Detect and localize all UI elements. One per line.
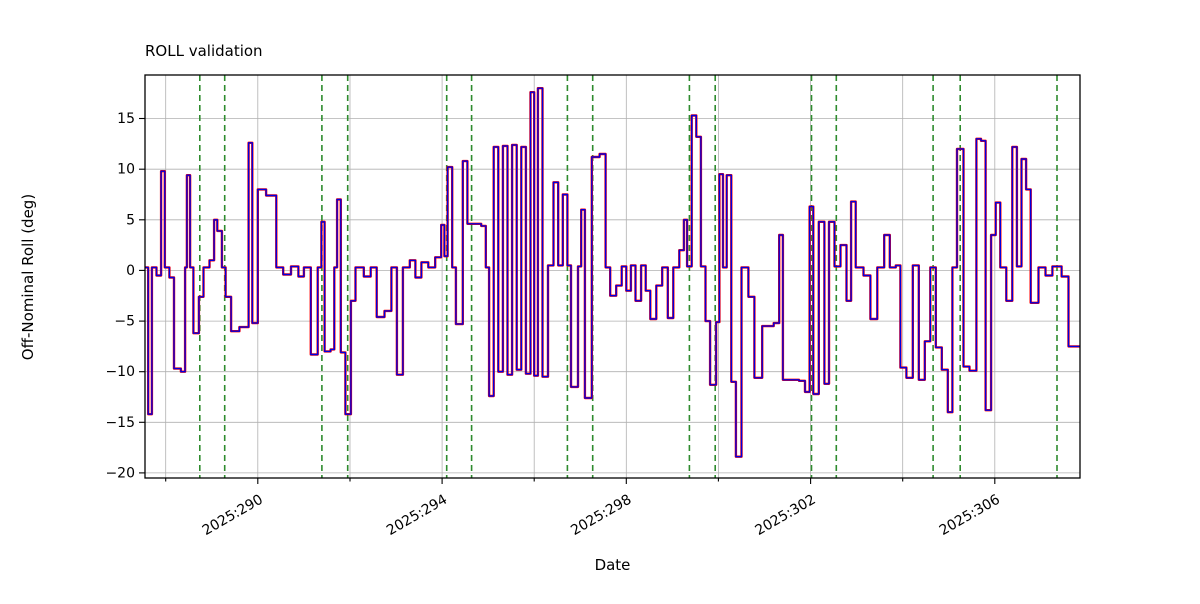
chart-title: ROLL validation: [145, 42, 263, 60]
y-tick-label: 0: [126, 263, 135, 279]
y-tick-label: −20: [105, 465, 135, 481]
y-axis-label: Off-Nominal Roll (deg): [19, 193, 37, 361]
x-tick-label: 2025:294: [384, 492, 450, 539]
x-tick-label: 2025:306: [937, 492, 1003, 539]
roll-reference-red: [145, 87, 1081, 458]
x-tick-label: 2025:290: [200, 492, 266, 539]
x-tick-label: 2025:302: [753, 492, 819, 539]
x-axis-label: Date: [594, 556, 631, 574]
y-tick-label: −5: [114, 314, 135, 330]
y-tick-label: 5: [126, 212, 135, 228]
y-tick-label: −15: [105, 415, 135, 431]
x-tick-label: 2025:298: [568, 492, 634, 539]
y-tick-label: −10: [105, 364, 135, 380]
y-tick-label: 15: [117, 111, 135, 127]
roll-measured-blue: [145, 87, 1080, 458]
y-tick-label: 10: [117, 162, 135, 178]
